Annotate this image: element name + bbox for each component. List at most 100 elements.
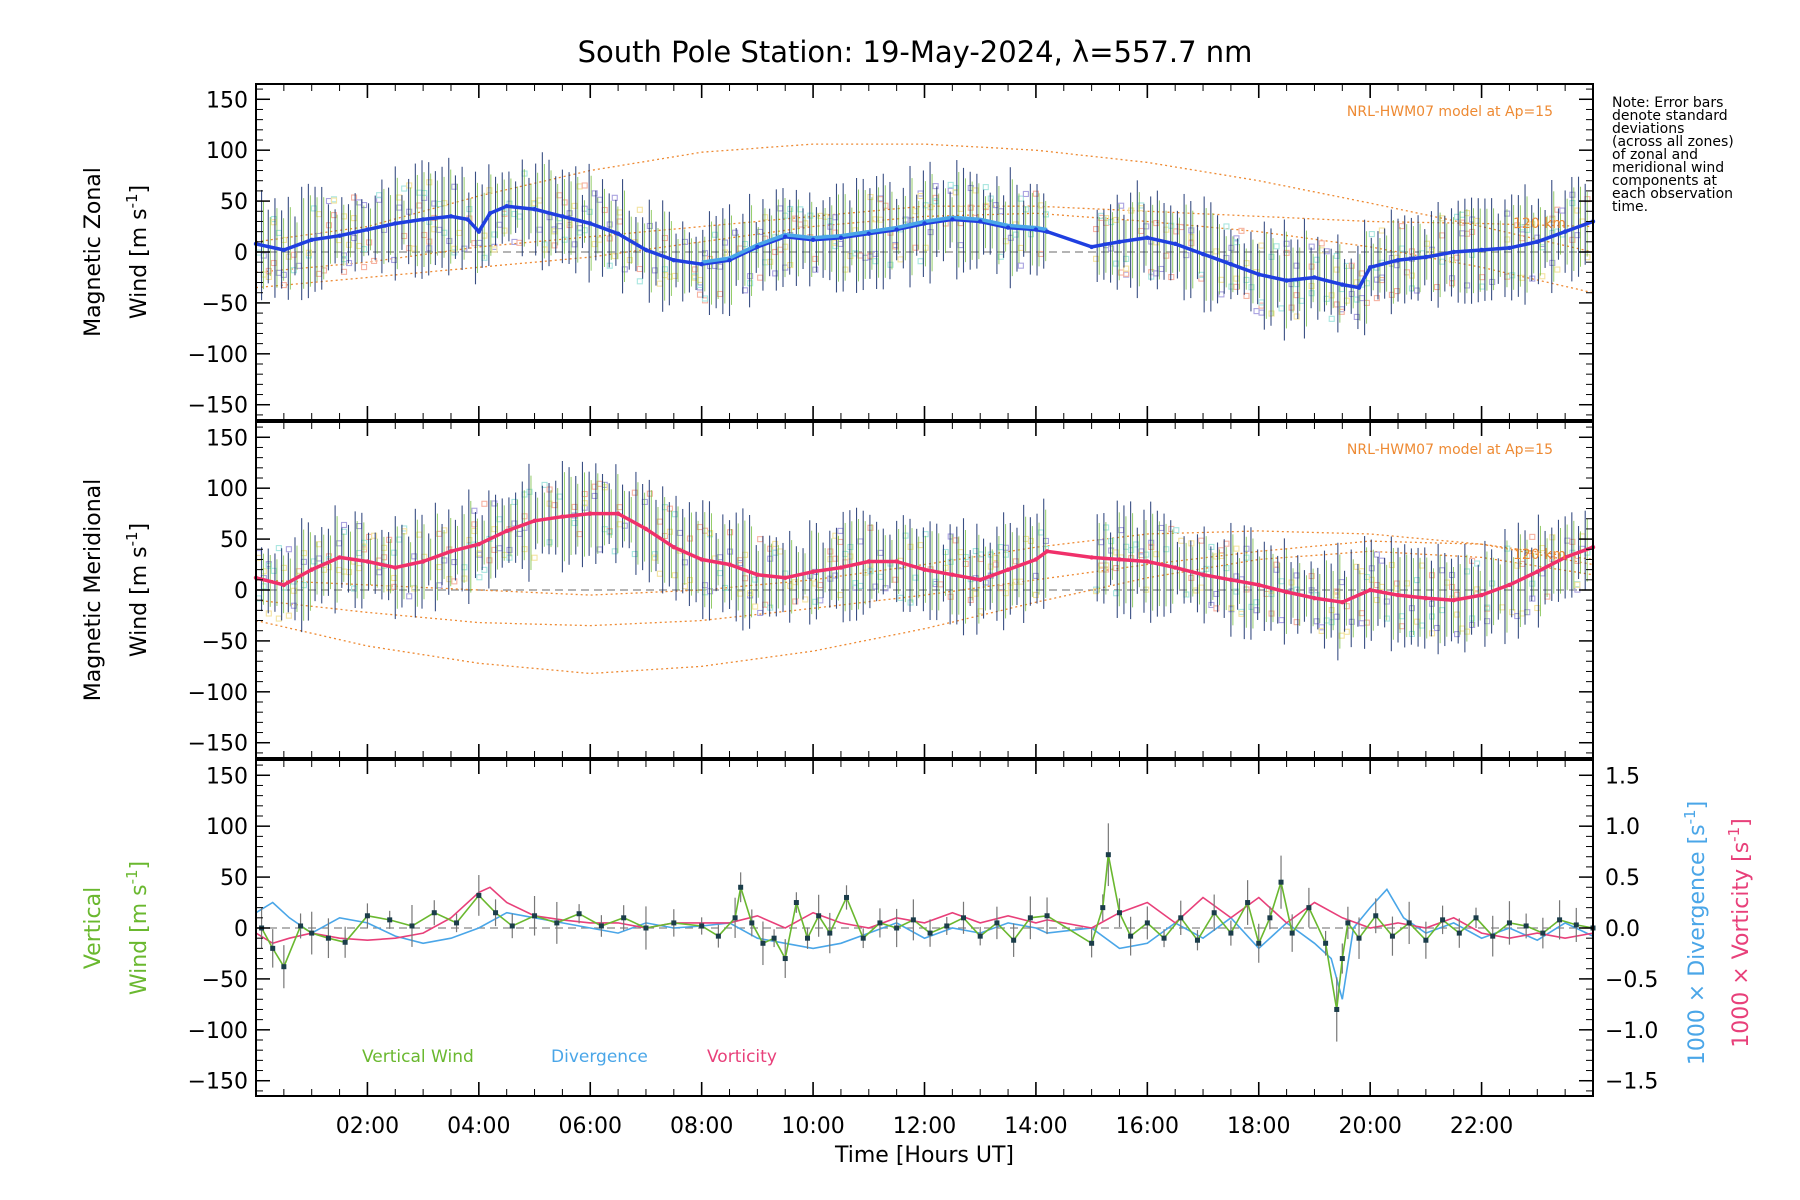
data-point: [1562, 555, 1568, 560]
zone-sample: [711, 231, 719, 238]
zone-sample: [1469, 615, 1476, 622]
x-tick-label: 16:00: [1116, 1114, 1179, 1139]
zone-sample: [1353, 563, 1360, 570]
zone-sample: [727, 529, 734, 536]
zone-sample: [1268, 310, 1275, 317]
legend-entry: Divergence: [551, 1047, 648, 1067]
zone-sample: [345, 260, 353, 267]
zone-sample: [1243, 292, 1250, 299]
zone-sample: [992, 561, 999, 568]
zone-sample: [571, 241, 578, 248]
vertical-wind-point: [554, 920, 560, 926]
zone-sample: [1408, 630, 1415, 637]
data-point: [755, 572, 760, 577]
zone-sample: [1253, 308, 1260, 315]
y-tick-label: 100: [206, 477, 248, 502]
zone-sample: [571, 503, 578, 510]
y-axis-label: Wind [m s-1]: [123, 185, 152, 319]
zone-sample: [666, 528, 673, 535]
zone-sample: [285, 612, 292, 619]
x-tick-label: 18:00: [1227, 1114, 1290, 1139]
zone-sample: [1449, 583, 1456, 591]
note-line: Note: Error bars: [1612, 95, 1723, 111]
right-tick-label: 0.0: [1605, 917, 1640, 942]
zone-sample: [1333, 592, 1340, 599]
x-tick-label: 04:00: [447, 1114, 510, 1139]
vertical-wind-point: [476, 892, 482, 898]
zone-sample: [812, 598, 819, 605]
zone-sample: [1313, 256, 1320, 263]
zone-sample: [867, 568, 874, 575]
zone-sample: [1509, 272, 1516, 279]
zone-sample: [686, 576, 694, 584]
zone-sample: [546, 486, 553, 493]
zone-sample: [827, 223, 834, 230]
zone-sample: [1373, 581, 1380, 589]
zone-sample: [1308, 263, 1315, 270]
zone-sample: [366, 239, 373, 246]
meridional-wind-panel: NRL-HWM07 model at Ap=15 120 km −150 −100 −5…: [81, 421, 1596, 759]
zone-sample: [1549, 259, 1556, 266]
zone-sample: [967, 204, 974, 211]
zone-sample: [1233, 275, 1240, 282]
zone-sample: [1268, 253, 1275, 260]
data-point: [532, 518, 537, 523]
zone-sample: [972, 590, 979, 597]
zone-sample: [1017, 195, 1024, 202]
wind-series-line: [255, 204, 1594, 290]
y-tick-label: 50: [220, 528, 248, 553]
zone-sample: [701, 297, 709, 304]
zone-sample: [1233, 283, 1240, 290]
zone-sample: [1308, 290, 1315, 297]
zone-sample: [832, 243, 839, 250]
zone-sample: [1148, 543, 1155, 550]
zone-sample: [1153, 270, 1160, 277]
wind-series-line: [701, 215, 1048, 264]
zone-sample: [486, 557, 493, 564]
zone-sample: [1248, 603, 1255, 610]
zone-sample: [932, 194, 939, 201]
superscript: -1: [123, 193, 141, 208]
data-point: [1535, 569, 1540, 574]
vertical-wind-point: [793, 900, 799, 906]
zone-sample: [1408, 605, 1415, 612]
vertical-wind-point: [281, 964, 287, 970]
zone-sample: [481, 500, 488, 507]
zone-sample: [1233, 239, 1240, 246]
right-tick-label: −1.0: [1605, 1019, 1658, 1044]
zone-sample: [1022, 190, 1029, 198]
x-tick-label: 12:00: [893, 1114, 956, 1139]
x-tick-label: 08:00: [670, 1114, 733, 1139]
data-point: [866, 231, 871, 236]
zone-sample: [967, 596, 974, 604]
zone-sample: [270, 219, 277, 226]
zone-sample: [466, 536, 473, 544]
zone-sample: [1514, 612, 1521, 620]
y-axis-label: Wind [m s-1]: [123, 861, 152, 995]
zone-sample: [411, 585, 418, 592]
zone-sample: [391, 256, 398, 264]
zone-sample: [1373, 596, 1380, 604]
model-label: NRL-HWM07 model at Ap=15: [1347, 104, 1553, 120]
zone-sample: [290, 267, 297, 274]
zone-sample: [1333, 613, 1340, 620]
data-point: [894, 559, 899, 564]
zone-sample: [591, 190, 598, 197]
zone-sample: [1108, 538, 1115, 545]
y-tick-label: 100: [206, 139, 248, 164]
data-point: [699, 557, 704, 562]
zone-sample: [270, 259, 277, 267]
vertical-wind-point: [598, 923, 604, 929]
data-point: [1340, 282, 1345, 287]
y-axis-label: Vertical: [81, 887, 106, 969]
zone-sample: [606, 529, 613, 536]
vertical-wind-point: [1345, 920, 1351, 926]
data-point: [643, 526, 649, 532]
zone-sample: [1258, 309, 1265, 316]
zone-sample: [952, 537, 959, 544]
zone-sample: [1153, 220, 1160, 227]
zone-sample: [471, 240, 478, 247]
zone-sample: [1258, 299, 1265, 306]
zone-sample: [812, 255, 819, 262]
zone-sample: [1574, 232, 1581, 239]
